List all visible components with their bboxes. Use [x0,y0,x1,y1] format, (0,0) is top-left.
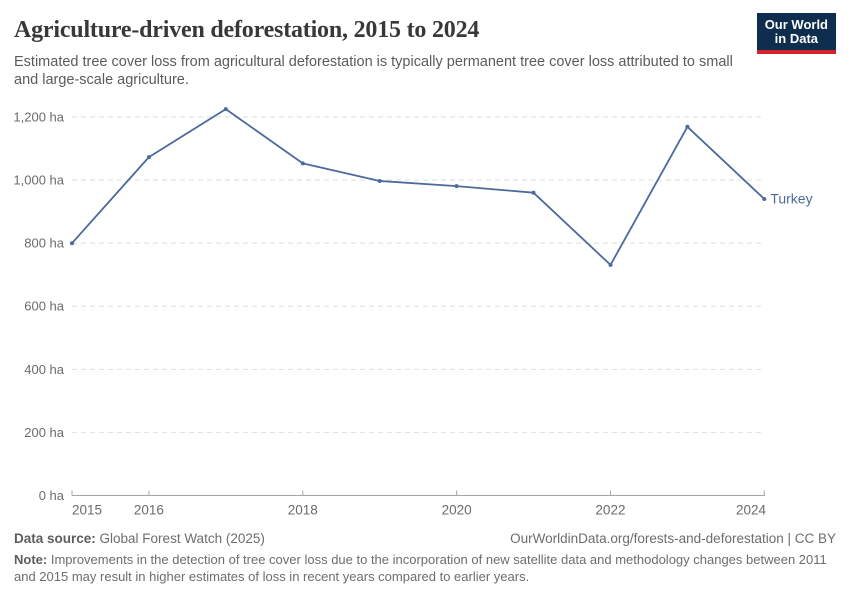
chart-area: 0 ha 200 ha 400 ha 600 ha 800 ha 1,000 ha 1,20… [0,95,850,530]
data-point [685,124,690,129]
page-title: Agriculture-driven deforestation, 2015 t… [14,17,480,43]
footer-note: Note: Improvements in the detection of t… [14,552,836,586]
data-source-value: Global Forest Watch (2025) [95,531,265,546]
x-axis-tick-label: 2016 [134,503,164,518]
data-line [71,108,766,266]
y-axis-tick-label: 0 ha [39,488,65,503]
chart-header: Agriculture-driven deforestation, 2015 t… [14,17,754,89]
data-point [454,184,459,189]
x-axis-tick-label: 2018 [288,503,318,518]
y-axis-tick-label: 1,000 ha [13,173,64,188]
x-axis-tick-label: 2020 [442,503,472,518]
data-point [223,107,228,112]
license-link[interactable]: OurWorldinData.org/forests-and-deforesta… [510,531,836,546]
data-point [762,197,767,201]
x-axis-tick-label: 2022 [595,503,625,518]
footer-source-row: Data source: Global Forest Watch (2025) … [14,531,836,546]
y-axis-tick-label: 400 ha [24,362,65,377]
data-source-label: Data source: [14,531,96,546]
chart-footer: Data source: Global Forest Watch (2025) … [14,531,836,586]
owid-logo-line2: in Data [774,31,819,47]
data-point [531,190,536,195]
data-point [300,161,305,166]
series-label[interactable]: Turkey [770,191,812,207]
data-point [377,179,382,183]
chart-subtitle: Estimated tree cover loss from agricultu… [14,54,733,89]
data-point [70,241,74,246]
owid-logo: Our World in Data [756,13,836,54]
data-point [146,155,151,160]
y-axis-tick-label: 600 ha [24,299,65,314]
owid-logo-line1: Our World [764,17,828,32]
y-axis-tick-label: 800 ha [24,236,65,251]
note-text: Improvements in the detection of tree co… [14,552,827,584]
note-label: Note: [14,552,48,567]
y-axis-tick-label: 200 ha [24,425,65,440]
x-axis-tick-label: 2015 [72,503,102,518]
x-axis-tick-label: 2024 [736,503,767,518]
data-source: Data source: Global Forest Watch (2025) [14,531,265,546]
data-point [608,262,613,267]
line-chart-svg: 0 ha 200 ha 400 ha 600 ha 800 ha 1,000 ha 1,20… [13,107,813,518]
y-axis-tick-label: 1,200 ha [13,109,64,124]
